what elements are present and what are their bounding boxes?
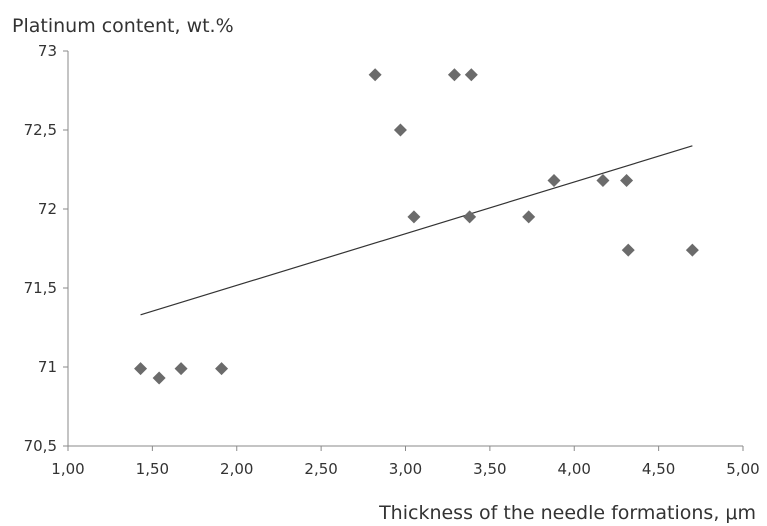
data-point <box>393 123 407 137</box>
x-tick-label: 3,00 <box>389 460 422 478</box>
data-point <box>685 243 699 257</box>
y-tick-label: 70,5 <box>24 437 57 455</box>
y-tick-label: 71 <box>38 358 57 376</box>
x-tick-label: 3,50 <box>473 460 506 478</box>
data-point <box>174 362 188 376</box>
x-tick-label: 4,50 <box>642 460 675 478</box>
data-point <box>407 210 421 224</box>
data-point <box>522 210 536 224</box>
data-point <box>463 210 477 224</box>
y-tick-label: 73 <box>38 42 57 60</box>
y-tick-label: 72 <box>38 200 57 218</box>
x-ticks: 1,00 1,50 2,00 2,50 3,00 3,50 4,00 4,50 5,00 <box>51 446 760 478</box>
data-point <box>547 174 561 188</box>
y-tick-label: 72,5 <box>24 121 57 139</box>
data-point <box>134 362 148 376</box>
x-tick-label: 1,50 <box>136 460 169 478</box>
y-axis-title: Platinum content, wt.% <box>12 15 234 37</box>
trendline-group <box>140 145 693 316</box>
x-axis-title: Thickness of the needle formations, μm <box>378 502 756 524</box>
x-tick-label: 2,00 <box>220 460 253 478</box>
data-point <box>464 68 478 82</box>
y-ticks: 70,5 71 71,5 72 72,5 73 <box>24 42 68 455</box>
x-tick-label: 2,50 <box>304 460 337 478</box>
data-point <box>621 243 635 257</box>
data-points <box>134 68 699 385</box>
y-tick-label: 71,5 <box>24 279 57 297</box>
data-point <box>447 68 461 82</box>
x-tick-label: 4,00 <box>558 460 591 478</box>
data-point <box>596 174 610 188</box>
axes <box>67 51 743 447</box>
x-tick-label: 1,00 <box>51 460 84 478</box>
data-point <box>368 68 382 82</box>
x-tick-label: 5,00 <box>726 460 759 478</box>
data-point <box>620 174 634 188</box>
data-point <box>152 371 166 385</box>
trendline <box>140 145 693 316</box>
data-point <box>215 362 229 376</box>
